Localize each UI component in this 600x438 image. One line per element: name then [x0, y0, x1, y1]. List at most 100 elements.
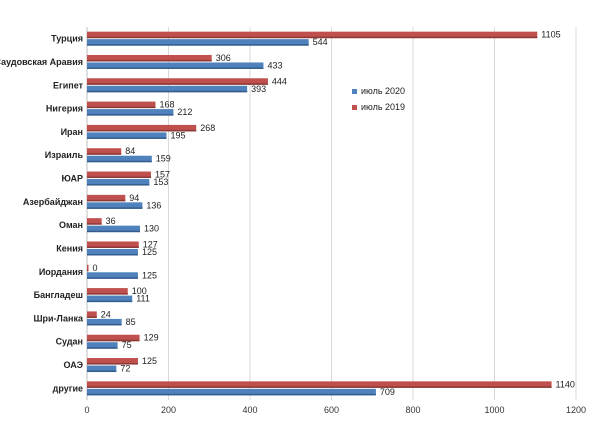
bar-2020-shade: [87, 114, 174, 116]
category-label: другие: [53, 383, 83, 393]
data-label: 127: [143, 239, 158, 249]
legend-label: июль 2020: [361, 86, 405, 96]
bar-2019-shade: [87, 363, 138, 365]
bar-2019: [87, 381, 552, 388]
bar-2020: [87, 132, 167, 139]
category-label: Бангладеш: [34, 290, 83, 300]
bar-2019: [87, 334, 140, 342]
data-label: 130: [144, 224, 159, 234]
data-label: 212: [177, 107, 192, 117]
category-label: ЮАР: [61, 174, 83, 184]
bar-2019-shade: [87, 316, 97, 318]
bar-2020: [87, 272, 138, 279]
bar-2019-shade: [87, 106, 156, 109]
bar-2020: [87, 295, 133, 303]
bar-2020: [87, 225, 140, 233]
x-tick-label: 0: [84, 405, 89, 415]
bar-2019: [87, 358, 138, 365]
data-label: 1105: [541, 30, 560, 40]
bar-2020-shade: [87, 277, 138, 279]
bar-2019: [87, 148, 122, 155]
bar-2019: [87, 101, 156, 109]
bar-2019: [87, 264, 89, 272]
x-tick-label: 400: [242, 405, 257, 415]
bar-2020-shade: [87, 323, 122, 326]
bar-2019: [87, 311, 97, 318]
legend-label: июль 2019: [361, 102, 405, 112]
labels: 0 200 400 600 800 1000 12001105544Турция306433…: [0, 30, 586, 415]
data-label: 75: [122, 340, 132, 350]
data-label: 153: [153, 177, 168, 187]
bar-2019: [87, 194, 126, 202]
category-label: Саудовская Аравия: [0, 57, 83, 67]
bar-2020-shade: [87, 253, 138, 256]
bar-2020: [87, 202, 143, 209]
bar-2020-shade: [87, 67, 264, 69]
bar-2019: [87, 124, 197, 132]
bar-2020-shade: [87, 184, 150, 186]
legend-swatch: [352, 105, 357, 110]
category-label: Египет: [53, 80, 84, 90]
bar-2020: [87, 365, 117, 373]
data-label: 111: [136, 294, 150, 304]
bar-2019-shade: [87, 269, 89, 272]
category-label: Судан: [56, 337, 83, 347]
bar-2019-shade: [87, 386, 552, 388]
bar-2020-shade: [87, 370, 117, 373]
category-label: Шри-Ланка: [33, 313, 84, 323]
data-label: 195: [170, 130, 185, 140]
data-label: 393: [251, 84, 266, 94]
bar-2019-shade: [87, 339, 140, 342]
bar-2020-shade: [87, 90, 248, 93]
bar-2020-shade: [87, 160, 152, 163]
bar-2019: [87, 288, 128, 295]
bar-2019: [87, 171, 151, 179]
bar-2019-shade: [87, 83, 268, 85]
bar-2019: [87, 31, 538, 39]
bar-2020: [87, 39, 309, 46]
bar-2019: [87, 54, 212, 62]
data-label: 125: [142, 270, 157, 280]
data-label: 544: [313, 37, 328, 47]
data-label: 168: [159, 100, 174, 110]
data-label: 1140: [556, 379, 575, 389]
data-label: 709: [380, 387, 395, 397]
bar-2019: [87, 78, 268, 85]
data-label: 125: [142, 247, 157, 257]
data-label: 125: [142, 356, 157, 366]
bars: [87, 31, 552, 396]
data-label: 136: [146, 200, 161, 210]
bar-2020: [87, 248, 138, 256]
data-label: 444: [272, 76, 287, 86]
bar-2019-shade: [87, 293, 128, 295]
category-label: Оман: [59, 220, 83, 230]
category-label: Израиль: [45, 150, 84, 160]
x-tick-label: 1000: [484, 405, 504, 415]
bar-2020: [87, 155, 152, 163]
category-label: ОАЭ: [64, 360, 84, 370]
x-tick-label: 600: [324, 405, 339, 415]
bar-2020-shade: [87, 300, 133, 303]
data-label: 268: [200, 123, 215, 133]
bar-2019-shade: [87, 199, 126, 202]
data-label: 0: [93, 263, 98, 273]
bar-2020: [87, 62, 264, 69]
bar-2020: [87, 85, 248, 93]
category-label: Кения: [56, 243, 83, 253]
bar-2020: [87, 388, 376, 396]
bar-2019-shade: [87, 59, 212, 62]
data-label: 100: [132, 286, 147, 296]
x-tick-label: 800: [405, 405, 420, 415]
bar-2020: [87, 109, 174, 116]
bar-2019: [87, 241, 139, 248]
data-label: 433: [267, 60, 282, 70]
data-label: 85: [126, 317, 136, 327]
bar-2020: [87, 318, 122, 326]
bar-2020-shade: [87, 44, 309, 46]
category-label: Азербайджан: [23, 197, 83, 207]
data-label: 129: [144, 333, 159, 343]
data-label: 36: [106, 216, 116, 226]
bar-2019-shade: [87, 36, 538, 39]
data-label: 306: [216, 53, 231, 63]
x-tick-label: 1200: [566, 405, 586, 415]
